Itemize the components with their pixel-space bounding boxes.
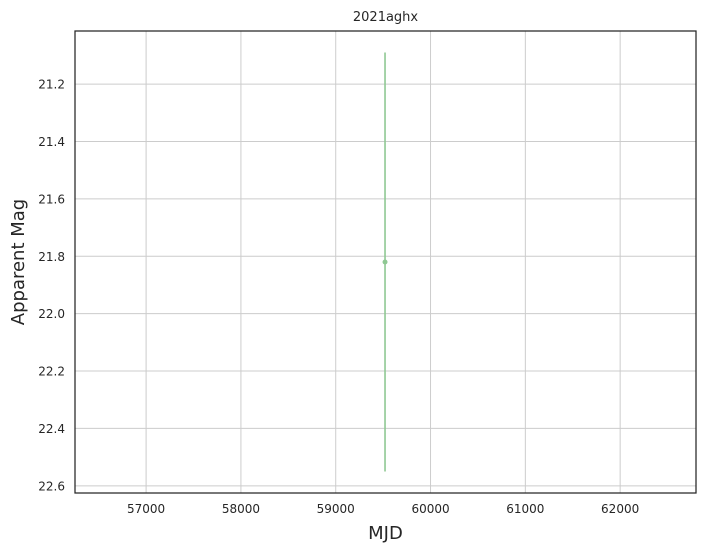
y-axis-label: Apparent Mag [8, 199, 29, 325]
y-tick-label: 21.4 [38, 135, 65, 149]
x-tick-label: 61000 [506, 502, 544, 516]
y-tick-label: 22.0 [38, 307, 65, 321]
plot-frame [74, 30, 697, 494]
y-tick-label: 21.2 [38, 78, 65, 92]
data-point [382, 259, 388, 265]
y-axis-ticks: 21.2 21.4 21.6 21.8 22.0 22.2 22.4 22.6 [38, 78, 65, 494]
y-tick-label: 21.8 [38, 250, 65, 264]
y-tick-label: 22.4 [38, 422, 65, 436]
data-series [382, 52, 388, 472]
y-tick-label: 22.6 [38, 479, 65, 493]
chart-title: 2021aghx [353, 10, 419, 25]
x-tick-label: 59000 [317, 502, 355, 516]
x-tick-label: 62000 [601, 502, 639, 516]
y-tick-label: 21.6 [38, 192, 65, 206]
x-tick-label: 57000 [127, 502, 165, 516]
y-tick-label: 22.2 [38, 365, 65, 379]
x-axis-label: MJD [368, 523, 403, 544]
x-tick-label: 58000 [222, 502, 260, 516]
x-axis-ticks: 57000 58000 59000 60000 61000 62000 [127, 502, 639, 516]
x-tick-label: 60000 [411, 502, 449, 516]
